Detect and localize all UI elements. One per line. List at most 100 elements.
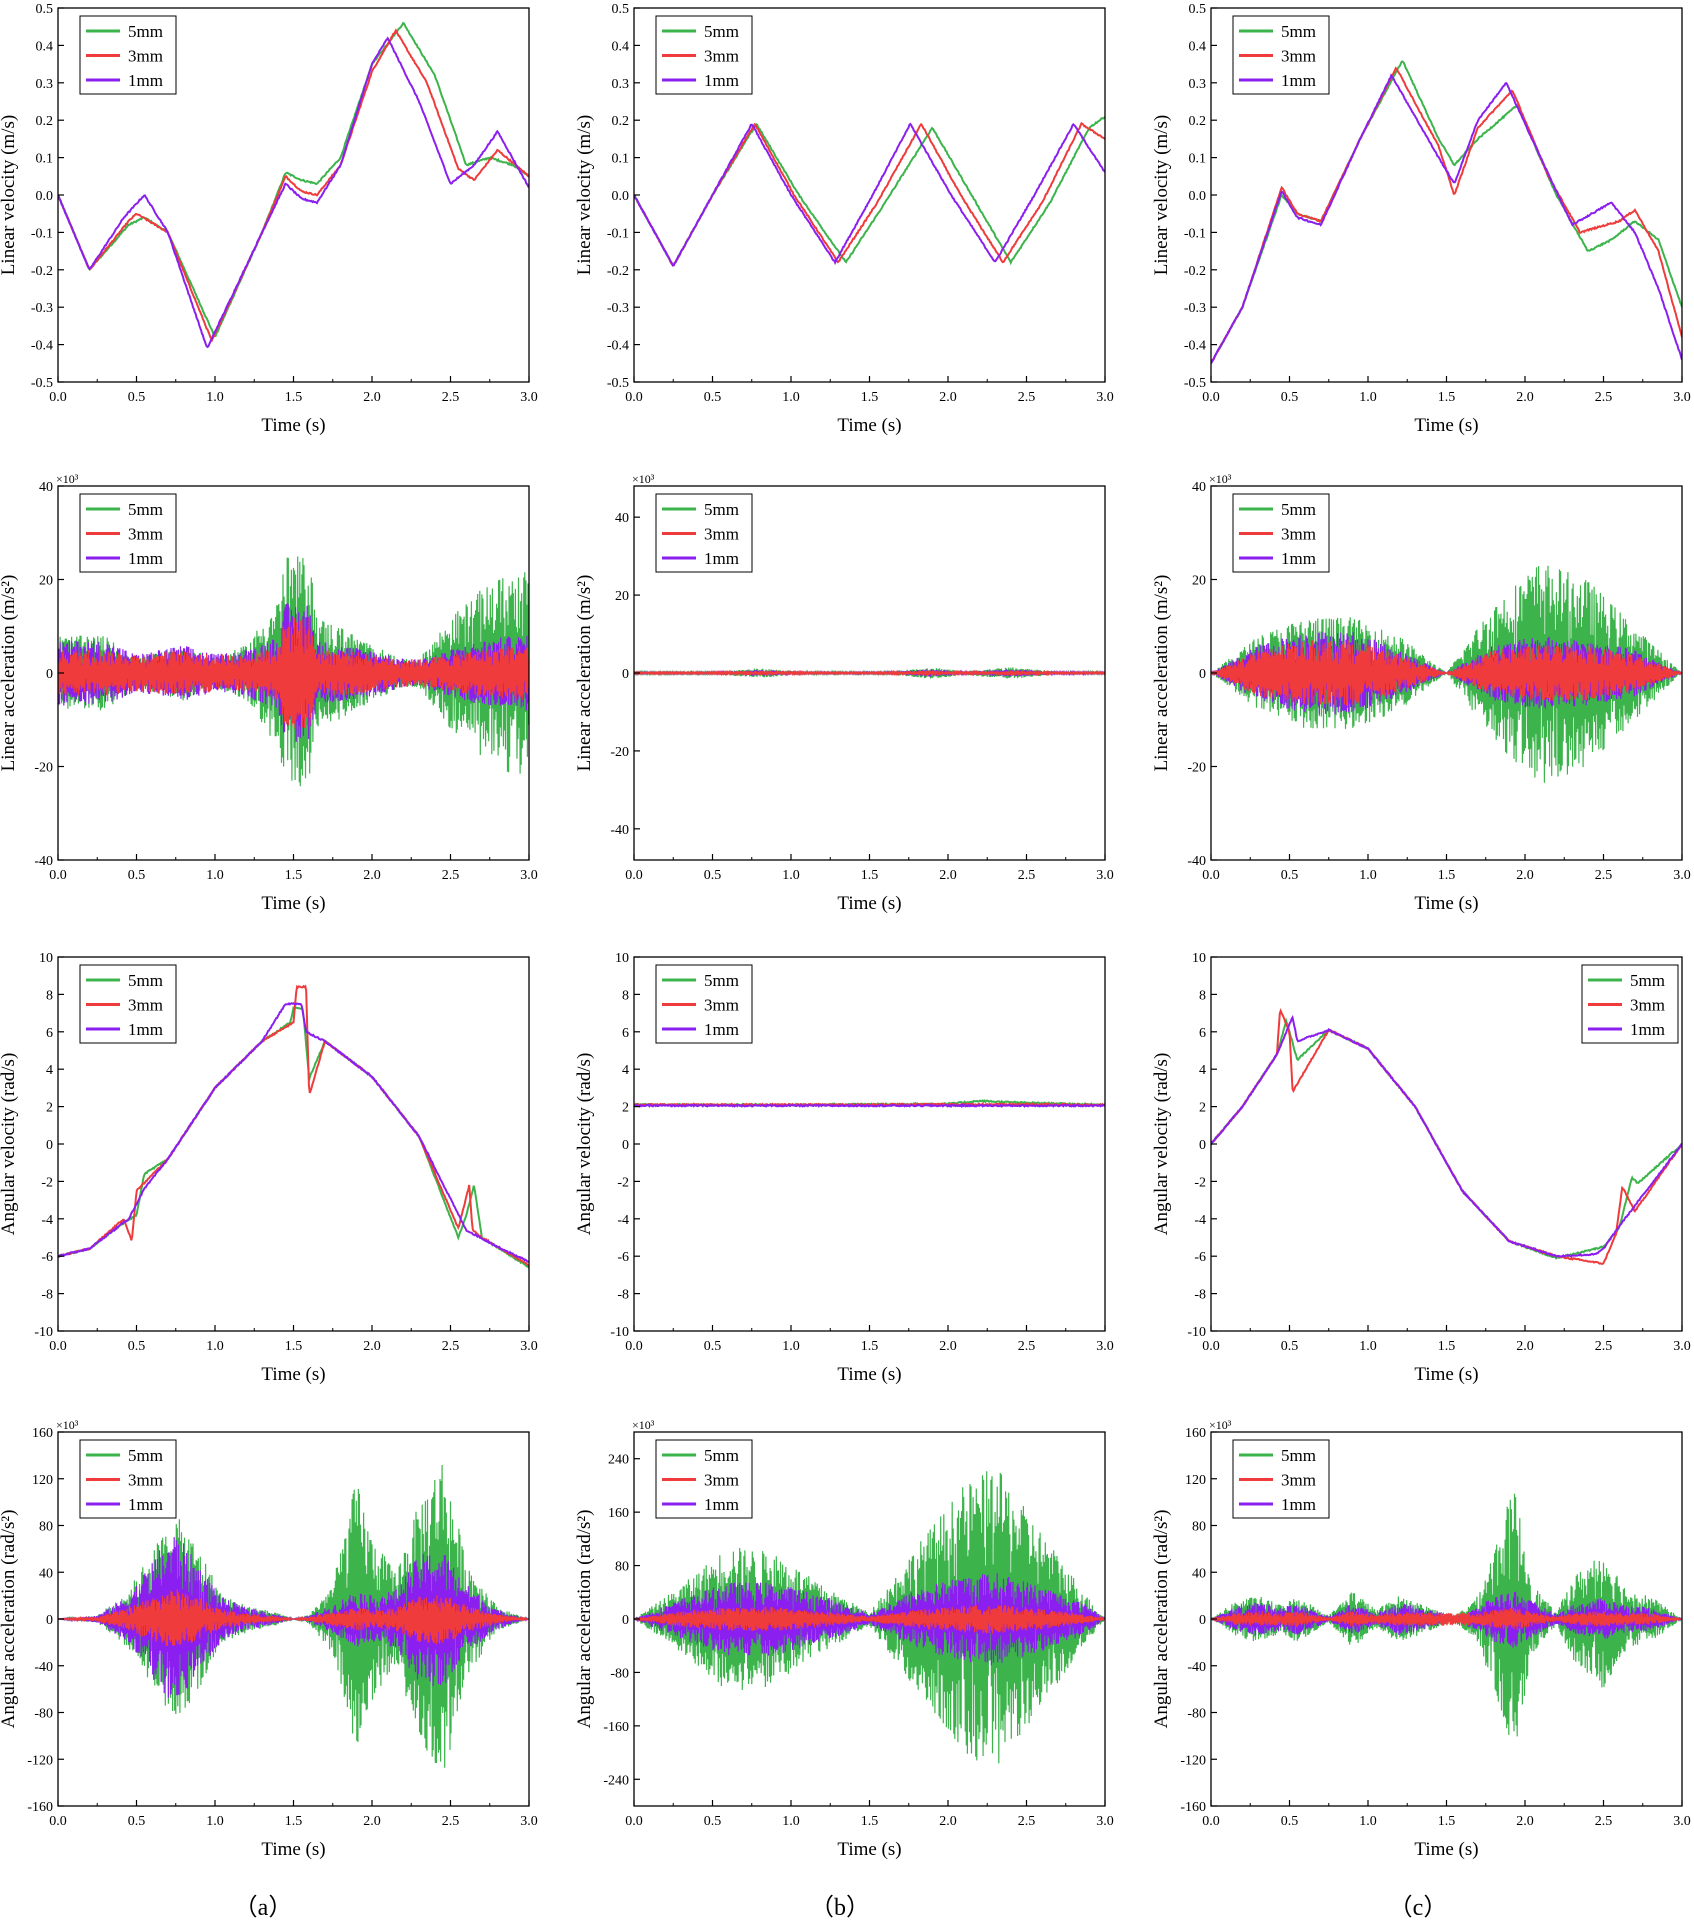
y-tick-label: -0.1	[607, 226, 629, 241]
y-tick-label: 4	[1199, 1063, 1206, 1078]
series-line-5mm	[58, 1006, 529, 1269]
x-tick-label: 1.5	[1438, 868, 1456, 883]
y-tick-label: -4	[617, 1213, 629, 1228]
y-tick-label: -6	[617, 1250, 629, 1265]
chart-panel-a4: 0.0 0.5 1.0 1.5 2.0 2.5 3.0 -160 -120 -80 -40 0 40 80…	[0, 1418, 538, 1860]
x-tick-label: 1.0	[206, 1339, 224, 1354]
y-axis-label: Angular velocity (rad/s)	[574, 1053, 595, 1236]
x-tick-label: 0.5	[128, 1339, 146, 1354]
y-tick-label: 20	[39, 574, 53, 589]
x-tick-label: 0.0	[49, 1814, 67, 1829]
chart-panel-b3: 0.0 0.5 1.0 1.5 2.0 2.5 3.0 -10 -8 -6 -4 -2 0 2 4 6 8 10 T…	[574, 951, 1114, 1385]
series-line-1mm	[1211, 1014, 1682, 1258]
y-tick-label: -40	[34, 1660, 53, 1675]
legend-label: 5mm	[128, 22, 163, 41]
y-tick-label: 80	[1192, 1520, 1206, 1535]
chart-panel-b1: 0.0 0.5 1.0 1.5 2.0 2.5 3.0 -0.5 -0.4 -0.3 -0.2 -0.…	[574, 2, 1114, 436]
x-tick-label: 1.0	[782, 1814, 800, 1829]
y-tick-label: 0.3	[36, 77, 54, 92]
legend: 5mm 3mm 1mm	[1232, 15, 1330, 95]
plot-area	[1211, 565, 1682, 783]
y-multiplier-label: ×10³	[632, 1418, 655, 1432]
y-tick-label: 20	[1192, 574, 1206, 589]
x-tick-label: 0.5	[1281, 868, 1299, 883]
legend-label: 3mm	[704, 996, 739, 1015]
x-tick-label: 1.0	[1359, 868, 1377, 883]
y-tick-label: -10	[34, 1325, 53, 1340]
legend-label: 3mm	[128, 525, 163, 544]
x-tick-label: 2.5	[1595, 390, 1613, 405]
column-label-a: （a）	[234, 1895, 293, 1921]
y-multiplier-label: ×10³	[632, 472, 655, 486]
plot-area	[634, 1099, 1105, 1109]
x-tick-label: 1.5	[861, 1814, 879, 1829]
y-tick-label: -2	[617, 1175, 629, 1190]
y-axis-label: Angular velocity (rad/s)	[1151, 1053, 1172, 1236]
legend-label: 1mm	[704, 1020, 739, 1039]
x-axis-label: Time (s)	[837, 1364, 901, 1385]
x-tick-label: 1.5	[285, 868, 303, 883]
x-tick-label: 1.5	[1438, 1339, 1456, 1354]
y-tick-label: 0	[622, 1138, 629, 1153]
y-tick-label: 0.4	[1189, 39, 1207, 54]
x-tick-label: 0.0	[49, 1339, 67, 1354]
legend-label: 1mm	[128, 549, 163, 568]
x-tick-label: 3.0	[1673, 390, 1691, 405]
series-line-3mm	[58, 984, 529, 1267]
y-tick-label: -40	[1187, 854, 1206, 869]
plot-area	[1211, 60, 1682, 364]
y-tick-label: 240	[608, 1453, 629, 1468]
x-tick-label: 3.0	[1673, 1814, 1691, 1829]
y-tick-label: -0.3	[607, 301, 629, 316]
x-tick-label: 3.0	[520, 868, 538, 883]
y-tick-label: -2	[41, 1175, 53, 1190]
y-tick-label: -2	[1194, 1175, 1206, 1190]
y-tick-label: -80	[610, 1666, 629, 1681]
y-axis-label: Linear velocity (m/s)	[1151, 115, 1172, 275]
series-signal-1mm	[634, 1573, 1105, 1666]
legend: 5mm 3mm 1mm	[79, 15, 177, 95]
x-tick-label: 1.0	[206, 868, 224, 883]
y-tick-label: 0.0	[1189, 189, 1207, 204]
y-axis-label: Angular acceleration (rad/s²)	[1151, 1510, 1172, 1729]
legend-label: 5mm	[128, 500, 163, 519]
y-tick-label: 160	[608, 1506, 629, 1521]
x-axis-label: Time (s)	[261, 415, 325, 436]
legend-label: 3mm	[704, 525, 739, 544]
legend-label: 5mm	[704, 971, 739, 990]
series-signal-3mm	[1211, 640, 1682, 706]
y-axis-label: Angular acceleration (rad/s²)	[574, 1510, 595, 1729]
x-tick-label: 0.5	[128, 390, 146, 405]
x-tick-label: 0.5	[704, 868, 722, 883]
series-signal-3mm	[58, 617, 529, 729]
y-tick-label: 0.0	[612, 189, 630, 204]
y-tick-label: 0	[46, 1138, 53, 1153]
y-tick-label: -160	[603, 1720, 629, 1735]
chart-panel-c1: 0.0 0.5 1.0 1.5 2.0 2.5 3.0 -0.5 -0.4 -0.3 -0.2 -0.…	[1151, 2, 1691, 436]
chart-panel-c4: 0.0 0.5 1.0 1.5 2.0 2.5 3.0 -160 -120 -80 -40 0 40 80…	[1151, 1418, 1691, 1860]
x-tick-label: 3.0	[1096, 1339, 1114, 1354]
x-tick-label: 0.0	[625, 868, 643, 883]
legend-label: 1mm	[704, 549, 739, 568]
legend-label: 5mm	[1281, 500, 1316, 519]
legend: 5mm 3mm 1mm	[655, 493, 753, 573]
x-tick-label: 2.5	[1018, 1339, 1036, 1354]
y-multiplier-label: ×10³	[56, 472, 79, 486]
y-tick-label: 2	[622, 1101, 629, 1116]
y-tick-label: -120	[1180, 1753, 1206, 1768]
y-tick-label: 40	[39, 480, 53, 495]
x-tick-label: 1.0	[206, 390, 224, 405]
x-tick-label: 1.5	[861, 868, 879, 883]
x-tick-label: 3.0	[1096, 1814, 1114, 1829]
plot-area	[634, 667, 1105, 679]
x-tick-label: 2.0	[1516, 868, 1534, 883]
legend-label: 1mm	[128, 1020, 163, 1039]
y-tick-label: -40	[610, 823, 629, 838]
legend: 5mm 3mm 1mm	[655, 1439, 753, 1519]
legend: 5mm 3mm 1mm	[655, 15, 753, 95]
y-axis-label: Angular velocity (rad/s)	[0, 1053, 19, 1236]
y-tick-label: -0.3	[1184, 301, 1206, 316]
y-tick-label: 0	[1199, 667, 1206, 682]
series-line-3mm	[1211, 66, 1682, 364]
legend-label: 3mm	[128, 47, 163, 66]
